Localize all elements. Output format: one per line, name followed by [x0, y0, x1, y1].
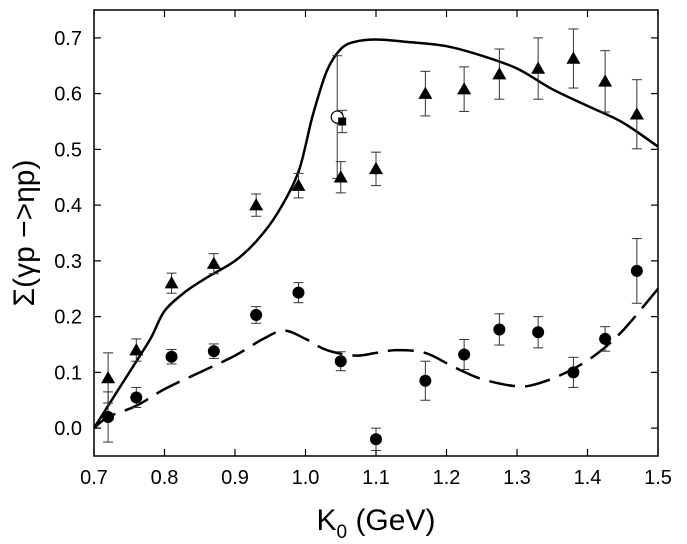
x-tick-label: 0.7 — [80, 467, 108, 489]
y-tick-labels: 0.0 0.1 0.2 0.3 0.4 0.5 0.6 0.7 — [54, 28, 82, 440]
triangle-marker — [629, 107, 644, 120]
circle-marker — [458, 348, 471, 361]
x-tick-label: 1.5 — [644, 467, 672, 489]
solid-curve — [92, 38, 659, 429]
triangle-marker — [566, 51, 581, 64]
square-marker — [338, 117, 347, 126]
x-axis-title-sub: 0 — [337, 522, 348, 543]
triangle-marker — [164, 276, 179, 289]
x-tick-labels: 0.7 0.8 0.9 1.0 1.1 1.2 1.3 1.4 1.5 — [80, 467, 672, 489]
circle-marker — [292, 286, 305, 299]
triangle-marker — [531, 61, 546, 74]
x-tick-label: 1.3 — [503, 467, 531, 489]
data-markers — [101, 51, 644, 446]
triangle-marker — [492, 67, 507, 80]
triangle-marker — [418, 86, 433, 99]
circle-marker — [493, 323, 506, 336]
triangle-marker — [333, 170, 348, 183]
triangle-marker — [457, 82, 472, 95]
circle-marker — [102, 410, 115, 423]
error-bars — [103, 28, 642, 451]
x-tick-label: 1.4 — [574, 467, 602, 489]
x-axis-title-main: K — [317, 504, 337, 537]
circle-marker — [567, 366, 580, 379]
y-tick-label: 0.7 — [54, 28, 82, 50]
circle-marker — [419, 374, 432, 387]
axis-ticks — [93, 10, 659, 456]
x-tick-label: 1.2 — [433, 467, 461, 489]
y-tick-label: 0.6 — [54, 84, 82, 106]
y-tick-label: 0.0 — [54, 418, 82, 440]
circle-marker — [334, 355, 347, 368]
y-tick-label: 0.3 — [54, 251, 82, 273]
circle-marker — [630, 264, 643, 277]
y-axis-title: Σ(γp −>ηp) — [8, 160, 41, 307]
y-tick-label: 0.2 — [54, 307, 82, 329]
y-tick-label: 0.1 — [54, 362, 82, 384]
x-tick-label: 0.9 — [221, 467, 249, 489]
circle-marker — [207, 345, 220, 358]
triangle-marker — [249, 198, 264, 211]
circle-marker — [370, 433, 382, 446]
x-tick-label: 1.0 — [292, 467, 320, 489]
circle-marker — [532, 326, 545, 339]
triangle-marker — [206, 256, 221, 269]
model-curves — [92, 38, 659, 430]
triangle-marker — [129, 343, 144, 356]
x-tick-label: 0.8 — [151, 467, 179, 489]
triangle-marker — [369, 161, 383, 175]
triangle-marker — [101, 370, 116, 384]
circle-marker — [165, 350, 178, 363]
x-tick-label: 1.1 — [362, 467, 390, 489]
circle-marker — [250, 308, 263, 321]
y-tick-label: 0.5 — [54, 139, 82, 161]
y-tick-label: 0.4 — [54, 195, 82, 217]
triangle-marker — [598, 74, 613, 87]
x-axis-title: K0 (GeV) — [317, 504, 436, 543]
x-axis-title-unit: (GeV) — [347, 504, 435, 537]
circle-marker — [599, 332, 612, 345]
triangle-marker — [291, 178, 306, 191]
dashed-curve — [93, 287, 659, 430]
circle-marker — [130, 391, 143, 404]
